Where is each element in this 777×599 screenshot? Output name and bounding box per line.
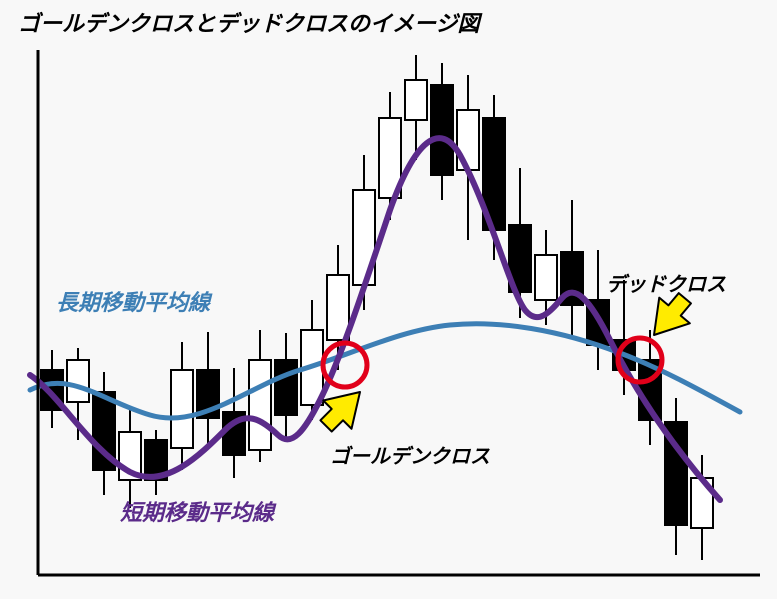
long-ma-label: 長期移動平均線 bbox=[56, 285, 210, 317]
chart-title: ゴールデンクロスとデッドクロスのイメージ図 bbox=[18, 6, 480, 38]
golden-cross-label: ゴールデンクロス bbox=[330, 440, 490, 469]
short-ma-label: 短期移動平均線 bbox=[120, 495, 274, 527]
dead-cross-label: デッドクロス bbox=[606, 268, 726, 297]
